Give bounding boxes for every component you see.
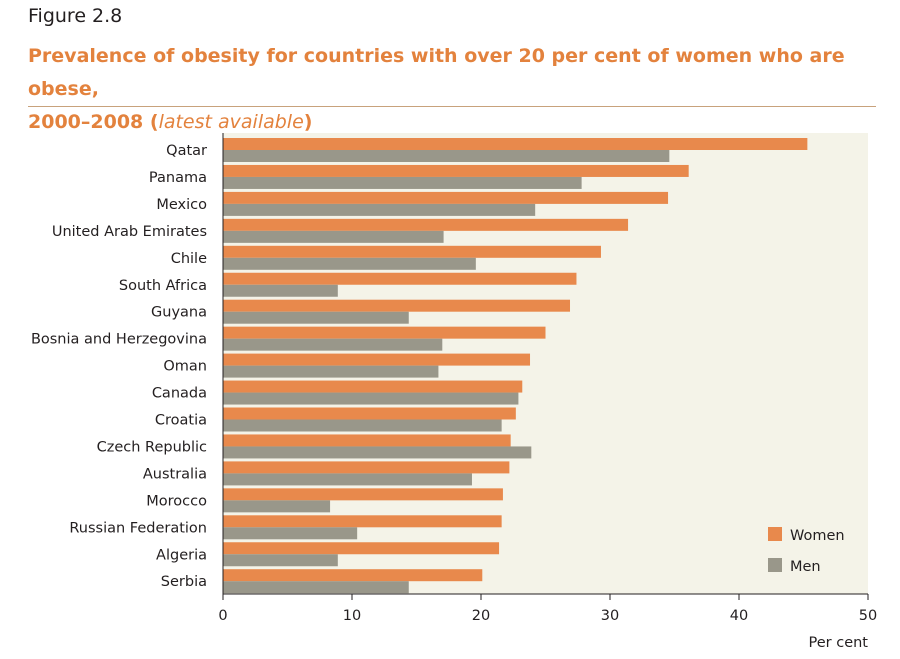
category-label: Panama	[149, 170, 207, 186]
chart-title-italic: latest available	[158, 111, 304, 133]
title-rule	[28, 106, 876, 107]
bar-men-croatia	[223, 419, 502, 432]
figure-label: Figure 2.8	[28, 5, 123, 27]
bar-women-croatia	[223, 407, 516, 420]
category-label: Croatia	[155, 413, 207, 429]
category-label: Chile	[171, 251, 207, 267]
legend-label-men: Men	[790, 559, 821, 575]
bar-men-bosnia-and-herzegovina	[223, 338, 443, 351]
chart-title-close: )	[303, 111, 313, 133]
bar-women-chile	[223, 245, 601, 258]
bar-women-south-africa	[223, 272, 577, 285]
bar-women-bosnia-and-herzegovina	[223, 326, 546, 339]
bar-women-czech-republic	[223, 434, 511, 447]
category-label: Morocco	[146, 493, 207, 509]
x-tick-label: 30	[601, 608, 619, 624]
bar-men-guyana	[223, 311, 409, 324]
bar-women-morocco	[223, 488, 503, 501]
chart-title: Prevalence of obesity for countries with…	[28, 40, 888, 139]
bar-men-serbia	[223, 581, 409, 594]
category-label: Mexico	[156, 197, 207, 213]
category-label: Oman	[163, 359, 207, 375]
x-tick-label: 10	[343, 608, 361, 624]
x-axis-title: Per cent	[809, 635, 869, 651]
category-label: United Arab Emirates	[52, 224, 207, 240]
bar-men-oman	[223, 365, 439, 378]
bar-women-guyana	[223, 299, 571, 312]
bar-women-panama	[223, 164, 689, 177]
category-label: Bosnia and Herzegovina	[31, 332, 207, 348]
x-tick-label: 20	[472, 608, 490, 624]
x-tick-label: 40	[730, 608, 748, 624]
bar-men-russian-federation	[223, 527, 358, 540]
category-label: Australia	[143, 466, 207, 482]
category-label: Czech Republic	[97, 439, 207, 455]
bar-men-czech-republic	[223, 446, 532, 459]
bar-men-south-africa	[223, 284, 338, 297]
category-label: Canada	[152, 386, 207, 402]
x-tick-label: 0	[218, 608, 227, 624]
bar-men-chile	[223, 257, 476, 270]
legend-swatch-women	[768, 527, 782, 541]
bar-women-algeria	[223, 542, 500, 555]
category-label: Algeria	[156, 547, 207, 563]
category-label: Guyana	[151, 305, 207, 321]
bar-men-united-arab-emirates	[223, 230, 444, 243]
bar-women-qatar	[223, 138, 808, 150]
bar-men-canada	[223, 392, 519, 405]
bar-men-mexico	[223, 203, 536, 216]
chart-title-line1: Prevalence of obesity for countries with…	[28, 45, 845, 100]
bar-women-united-arab-emirates	[223, 218, 629, 231]
bar-women-mexico	[223, 191, 669, 204]
x-tick-label: 50	[859, 608, 877, 624]
category-label: Russian Federation	[69, 520, 207, 536]
category-label: Qatar	[166, 143, 207, 159]
bar-women-oman	[223, 353, 531, 366]
bar-women-australia	[223, 461, 510, 474]
bar-men-qatar	[223, 150, 670, 162]
bar-men-algeria	[223, 554, 338, 567]
bar-men-australia	[223, 473, 472, 486]
bar-women-russian-federation	[223, 515, 502, 528]
category-label: Serbia	[161, 574, 207, 590]
bar-men-morocco	[223, 500, 331, 513]
chart-title-line2: 2000–2008 (	[28, 111, 159, 133]
bar-men-panama	[223, 176, 582, 189]
bar-women-serbia	[223, 569, 483, 582]
legend-label-women: Women	[790, 528, 845, 544]
legend-swatch-men	[768, 558, 782, 572]
category-label: South Africa	[119, 278, 207, 294]
bar-women-canada	[223, 380, 523, 393]
